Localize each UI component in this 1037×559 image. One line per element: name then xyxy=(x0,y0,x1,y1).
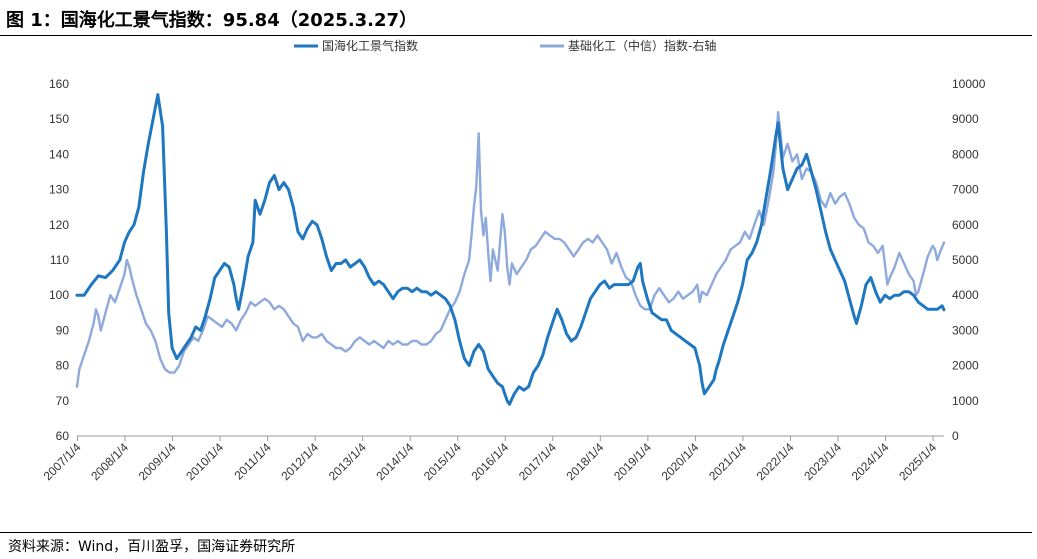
x-axis-tick-label: 2009/1/4 xyxy=(136,440,179,483)
right-axis-tick-label: 10000 xyxy=(952,77,986,91)
x-axis-tick-label: 2024/1/4 xyxy=(849,440,892,483)
x-axis-tick-label: 2011/1/4 xyxy=(231,440,274,483)
right-axis-tick-label: 9000 xyxy=(952,112,979,126)
x-axis-tick-label: 2018/1/4 xyxy=(564,440,607,483)
left-axis-tick-label: 80 xyxy=(56,359,70,373)
bottom-rule xyxy=(0,532,1032,533)
legend-label-citic: 基础化工（中信）指数-右轴 xyxy=(568,38,716,53)
left-axis-tick-label: 160 xyxy=(49,77,69,91)
right-axis-tick-label: 5000 xyxy=(952,253,979,267)
source-note: 资料来源：Wind，百川盈孚，国海证券研究所 xyxy=(8,539,296,555)
right-axis-tick-label: 6000 xyxy=(952,218,979,232)
x-axis-tick-label: 2010/1/4 xyxy=(183,440,226,483)
legend: 国海化工景气指数 基础化工（中信）指数-右轴 xyxy=(294,38,716,53)
right-axis-tick-label: 4000 xyxy=(952,288,979,302)
x-axis-tick-label: 2020/1/4 xyxy=(659,440,702,483)
x-axis-tick-label: 2019/1/4 xyxy=(611,440,654,483)
x-axis-tick-label: 2015/1/4 xyxy=(421,440,464,483)
left-axis-tick-label: 70 xyxy=(56,394,70,408)
left-axis-tick-label: 120 xyxy=(49,218,69,232)
left-axis-tick-label: 60 xyxy=(56,429,70,443)
left-axis-tick-label: 90 xyxy=(56,323,70,337)
left-axis-tick-label: 100 xyxy=(49,288,69,302)
series-line-index xyxy=(75,93,946,406)
left-axis-tick-label: 130 xyxy=(49,183,69,197)
x-axis-tick-label: 2023/1/4 xyxy=(801,440,844,483)
series-lines xyxy=(75,93,946,406)
left-axis-ticks: 60 70 80 90 100 110 120 130 140 150 160 xyxy=(49,77,69,443)
x-axis-tick-label: 2012/1/4 xyxy=(278,440,321,483)
right-axis-tick-label: 3000 xyxy=(952,323,979,337)
legend-label-index: 国海化工景气指数 xyxy=(322,38,418,53)
chart-title: 图 1：国海化工景气指数：95.84（2025.3.27） xyxy=(6,10,418,31)
x-axis-tick-label: 2025/1/4 xyxy=(896,440,939,483)
right-axis-tick-label: 1000 xyxy=(952,394,979,408)
left-axis-tick-label: 140 xyxy=(49,147,69,161)
top-rule xyxy=(0,35,1032,36)
x-axis-tick-label: 2014/1/4 xyxy=(373,440,416,483)
x-axis-tick-label: 2017/1/4 xyxy=(516,440,559,483)
right-axis-tick-label: 0 xyxy=(952,429,959,443)
x-axis-tick-label: 2016/1/4 xyxy=(468,440,511,483)
right-axis-tick-label: 7000 xyxy=(952,183,979,197)
x-axis-tick-label: 2008/1/4 xyxy=(88,440,131,483)
x-axis-tick-label: 2007/1/4 xyxy=(41,440,84,483)
left-axis-tick-label: 110 xyxy=(50,253,69,267)
x-axis-ticks: 2007/1/4 2008/1/4 2009/1/4 2010/1/4 2011/1/4… xyxy=(41,436,939,483)
right-axis-tick-label: 8000 xyxy=(952,147,979,161)
left-axis-tick-label: 150 xyxy=(49,112,69,126)
right-axis-ticks: 0 1000 2000 3000 4000 5000 6000 7000 8000 9000 100… xyxy=(952,77,986,443)
x-axis-tick-label: 2022/1/4 xyxy=(754,440,797,483)
x-axis-tick-label: 2013/1/4 xyxy=(326,440,369,483)
series-line-citic xyxy=(75,111,946,388)
x-axis-tick-label: 2021/1/4 xyxy=(706,440,749,483)
line-chart: 国海化工景气指数 基础化工（中信）指数-右轴 60 70 80 90 100 110 120… xyxy=(41,38,986,483)
right-axis-tick-label: 2000 xyxy=(952,359,979,373)
